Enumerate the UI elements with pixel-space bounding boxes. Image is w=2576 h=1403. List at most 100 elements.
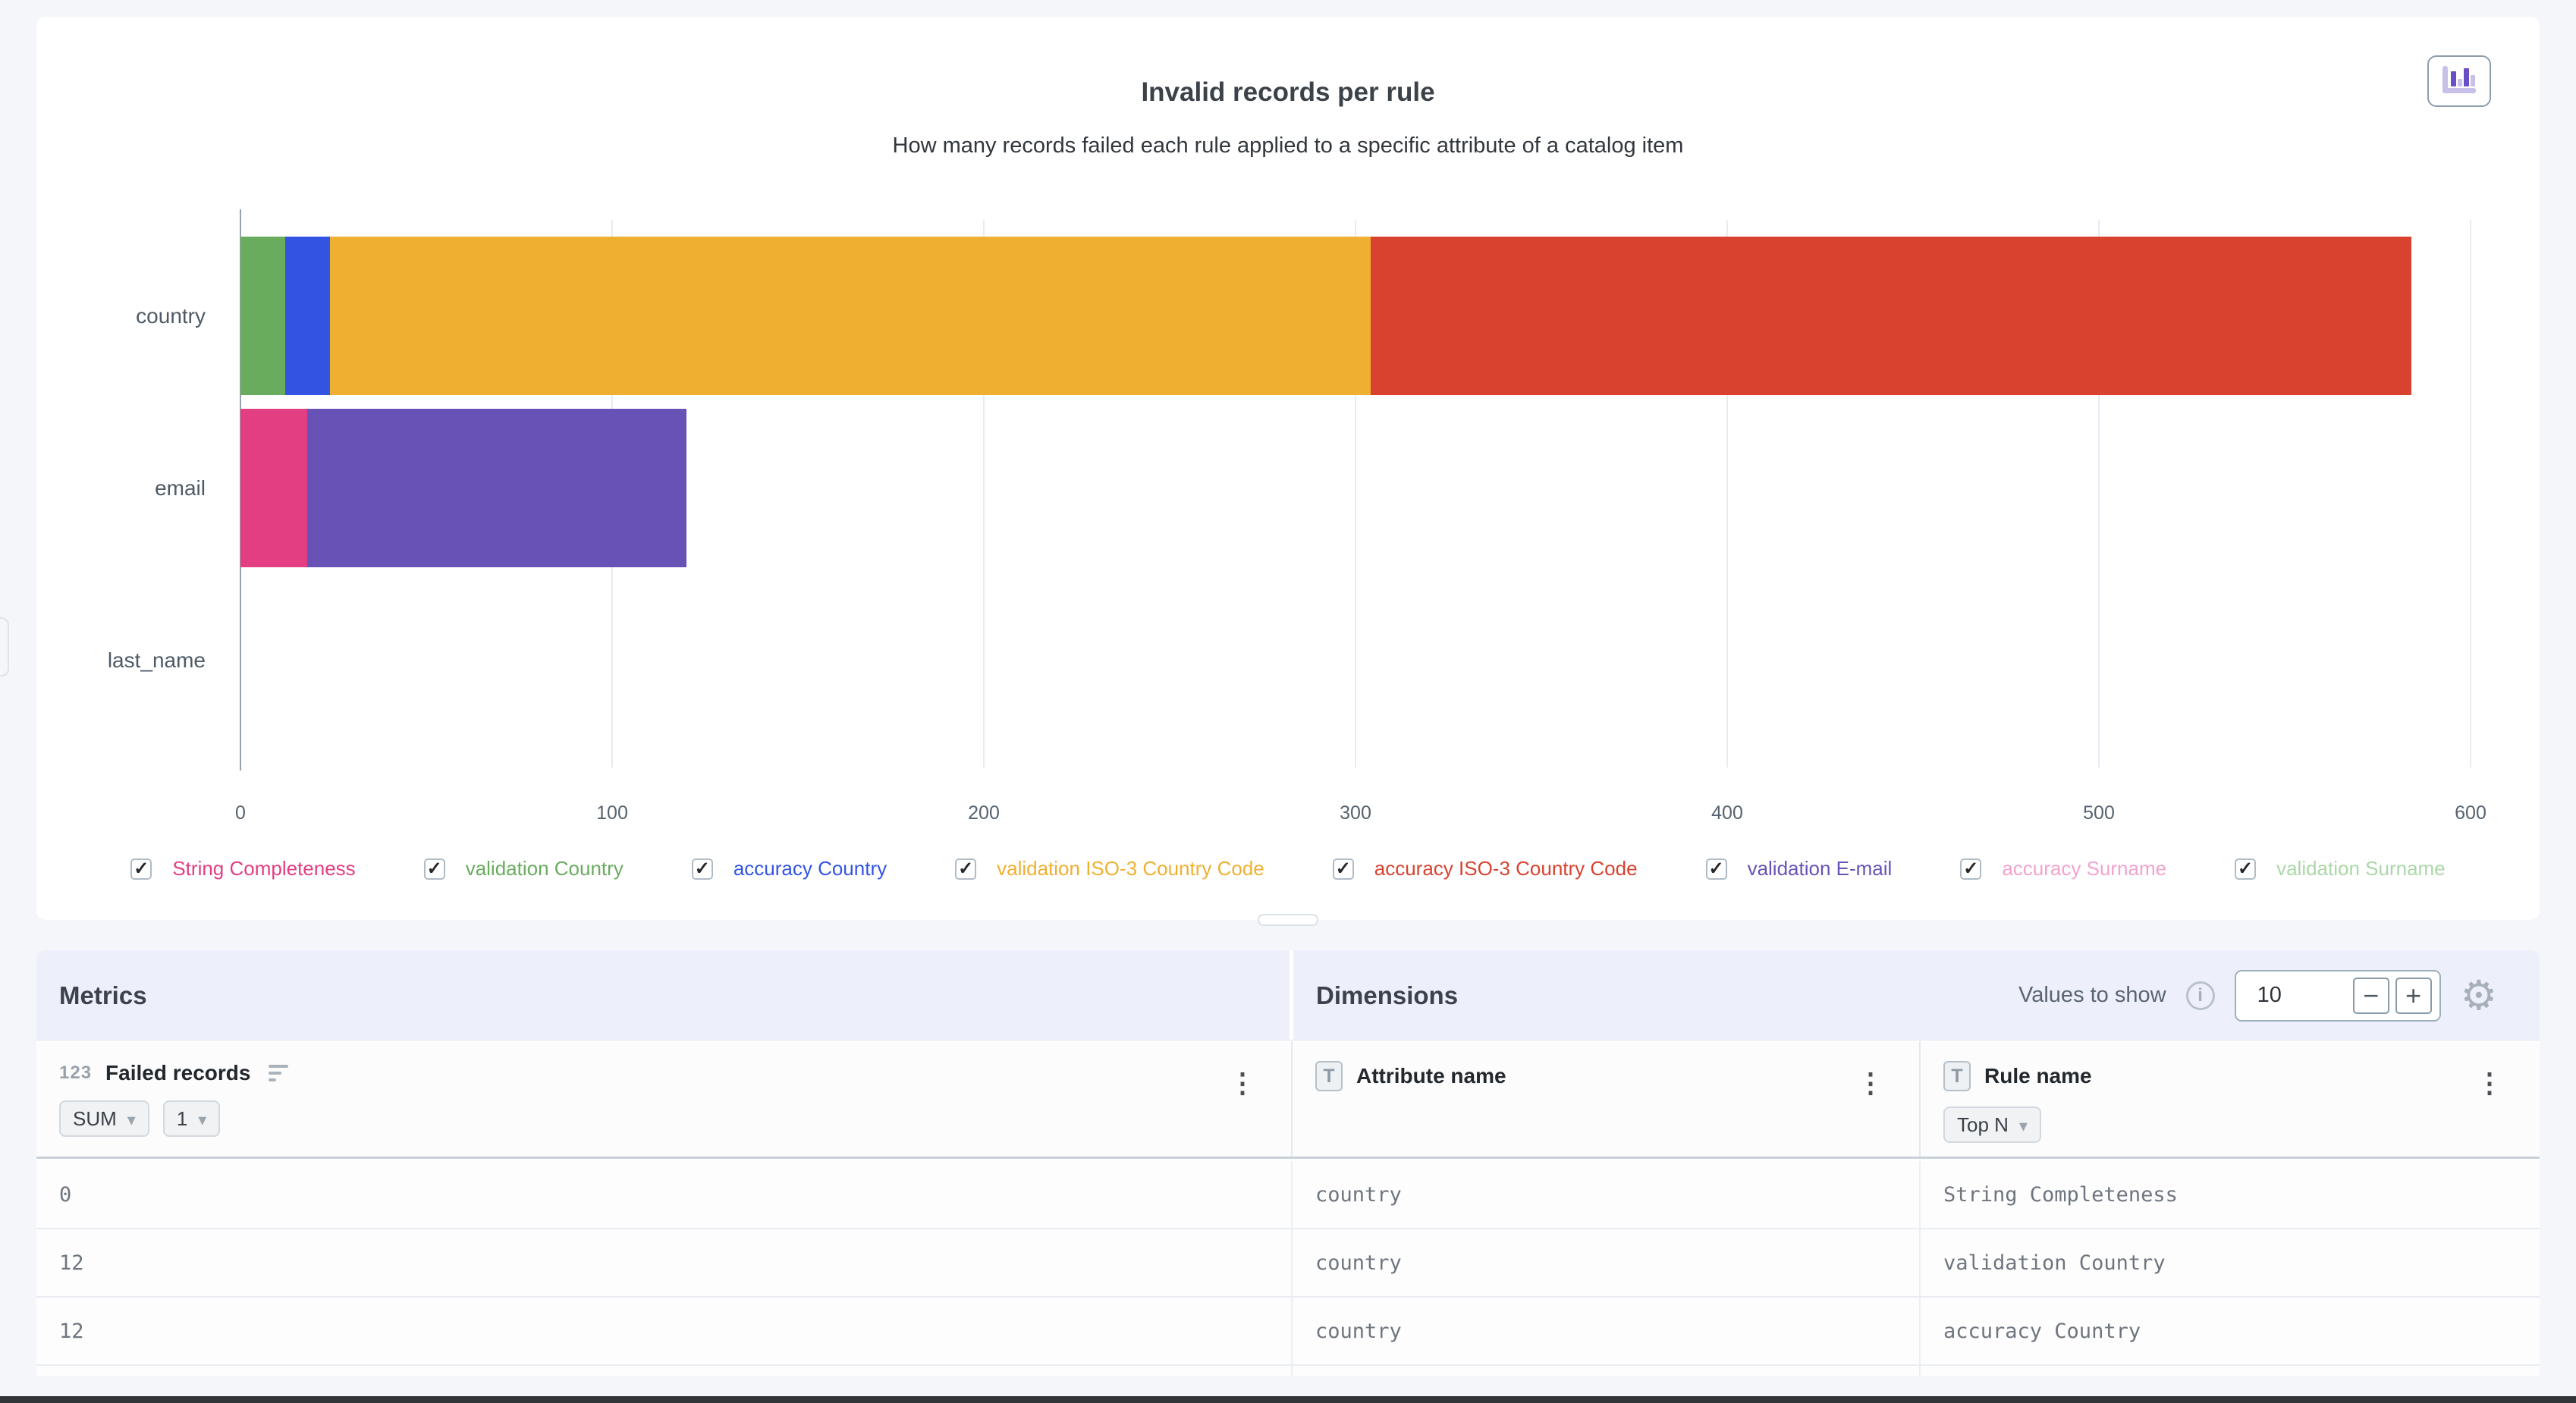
chart-type-button[interactable]: [2427, 55, 2491, 107]
legend-checkbox[interactable]: [423, 858, 445, 880]
plot-area: 0 100 200 300 400 500 600 country email last_name: [108, 209, 2486, 824]
category-label: email: [155, 476, 206, 500]
column-header-failed-records: 123 Failed records SUM 1: [36, 1041, 1291, 1157]
bar-segment[interactable]: [307, 409, 686, 567]
x-tick-label: 600: [2455, 802, 2486, 824]
category-label: last_name: [107, 648, 206, 672]
legend-checkbox[interactable]: [691, 858, 713, 880]
value-stepper: [2352, 977, 2432, 1014]
column-title: Rule name: [1984, 1064, 2092, 1088]
increment-button[interactable]: [2395, 977, 2432, 1014]
gridline: [1726, 220, 1728, 767]
table-cell: 12: [59, 1319, 84, 1343]
table-cell: country: [1291, 1298, 1919, 1364]
table-cell: [1291, 1366, 1919, 1376]
legend-checkbox[interactable]: [1332, 858, 1354, 880]
bar-chart-icon: [2442, 64, 2477, 99]
resize-handle[interactable]: [1258, 914, 1318, 926]
legend-checkbox[interactable]: [955, 858, 977, 880]
values-to-show-value: 10: [2257, 983, 2282, 1007]
decimals-value: 1: [176, 1106, 188, 1130]
text-type-icon: T: [1315, 1061, 1343, 1091]
chevron-down-icon: [198, 1107, 206, 1131]
legend-item[interactable]: accuracy Surname: [1960, 857, 2166, 880]
table-cell: accuracy Country: [1919, 1298, 2538, 1364]
legend-label: String Completeness: [172, 857, 356, 880]
table-row: [36, 1366, 2540, 1376]
table-cell: 0: [59, 1182, 72, 1207]
column-title: Failed records: [105, 1061, 251, 1084]
info-icon[interactable]: [2185, 981, 2215, 1010]
gridline: [2470, 220, 2471, 767]
kebab-menu-icon[interactable]: [2476, 1067, 2503, 1099]
legend-item[interactable]: validation ISO-3 Country Code: [955, 857, 1264, 880]
legend-item[interactable]: validation E-mail: [1705, 857, 1893, 880]
legend-item[interactable]: accuracy ISO-3 Country Code: [1332, 857, 1638, 880]
legend-label: validation Country: [465, 857, 624, 880]
gridline: [1355, 220, 1356, 767]
gridline: [2098, 220, 2100, 767]
table-cell: validation Country: [1919, 1229, 2538, 1296]
gear-icon[interactable]: [2461, 975, 2497, 1016]
kebab-menu-icon[interactable]: [1229, 1067, 1256, 1099]
legend-checkbox[interactable]: [1960, 858, 1982, 880]
table-cell: country: [1291, 1229, 1919, 1296]
top-n-value: Top N: [1957, 1113, 2009, 1136]
legend-label: validation Surname: [2276, 857, 2446, 880]
table-row: 0 country String Completeness: [36, 1161, 2540, 1229]
aggregation-dropdown[interactable]: SUM: [59, 1100, 149, 1137]
x-tick-label: 300: [1340, 802, 1371, 824]
table-section-header: Metrics Dimensions Values to show 10: [36, 950, 2540, 1040]
legend-checkbox[interactable]: [130, 858, 152, 880]
legend-item[interactable]: String Completeness: [130, 857, 356, 880]
column-title: Attribute name: [1356, 1064, 1506, 1088]
chart-title: Invalid records per rule: [1141, 77, 1435, 107]
decimals-dropdown[interactable]: 1: [162, 1100, 221, 1137]
values-to-show-control: Values to show 10: [2018, 950, 2497, 1040]
legend-checkbox[interactable]: [1705, 858, 1727, 880]
column-header-rule-name: T Rule name Top N: [1919, 1041, 2538, 1157]
text-type-icon: T: [1943, 1061, 1971, 1091]
dimensions-section-title: Dimensions: [1316, 981, 1459, 1009]
bar-segment[interactable]: [240, 237, 285, 395]
table-card: Metrics Dimensions Values to show 10 123…: [36, 950, 2540, 1376]
legend-label: validation ISO-3 Country Code: [997, 857, 1264, 880]
table-cell: [1919, 1366, 2538, 1376]
x-tick-label: 500: [2083, 802, 2115, 824]
kebab-menu-icon[interactable]: [1857, 1067, 1884, 1099]
top-n-dropdown[interactable]: Top N: [1943, 1106, 2041, 1143]
section-divider: [1290, 950, 1293, 1040]
column-header-attribute-name: T Attribute name: [1291, 1041, 1919, 1157]
chevron-down-icon: [2019, 1113, 2028, 1137]
left-edge-widget[interactable]: [0, 617, 9, 676]
metrics-section-title: Metrics: [59, 981, 147, 1009]
values-to-show-input[interactable]: 10: [2234, 969, 2441, 1022]
legend-label: accuracy ISO-3 Country Code: [1374, 857, 1638, 880]
sort-descending-icon[interactable]: [269, 1065, 289, 1081]
bar-segment[interactable]: [284, 237, 330, 395]
legend-label: validation E-mail: [1747, 857, 1893, 880]
bar-segment[interactable]: [1370, 237, 2411, 395]
decrement-button[interactable]: [2352, 977, 2389, 1014]
legend-checkbox[interactable]: [2235, 858, 2257, 880]
legend-item[interactable]: validation Surname: [2235, 857, 2446, 880]
bar-segment[interactable]: [329, 237, 1371, 395]
table-cell: country: [1291, 1161, 1919, 1228]
numeric-type-icon: 123: [59, 1062, 93, 1083]
legend-item[interactable]: accuracy Country: [691, 857, 887, 880]
table-cell: String Completeness: [1919, 1161, 2538, 1228]
legend: String Completeness validation Country acc…: [36, 857, 2540, 880]
table-row: 12 country accuracy Country: [36, 1298, 2540, 1366]
aggregation-value: SUM: [73, 1106, 117, 1130]
x-tick-label: 200: [968, 802, 1000, 824]
table-row: 12 country validation Country: [36, 1229, 2540, 1298]
bar-segment[interactable]: [240, 409, 308, 567]
gridline: [982, 220, 985, 767]
chevron-down-icon: [127, 1107, 136, 1131]
legend-item[interactable]: validation Country: [423, 857, 624, 880]
table-rows: 0 country String Completeness 12 country vali…: [36, 1161, 2540, 1376]
x-tick-label: 0: [235, 802, 246, 824]
table-cell: 12: [59, 1251, 84, 1275]
x-tick-label: 100: [596, 802, 628, 824]
legend-label: accuracy Surname: [2002, 857, 2167, 880]
